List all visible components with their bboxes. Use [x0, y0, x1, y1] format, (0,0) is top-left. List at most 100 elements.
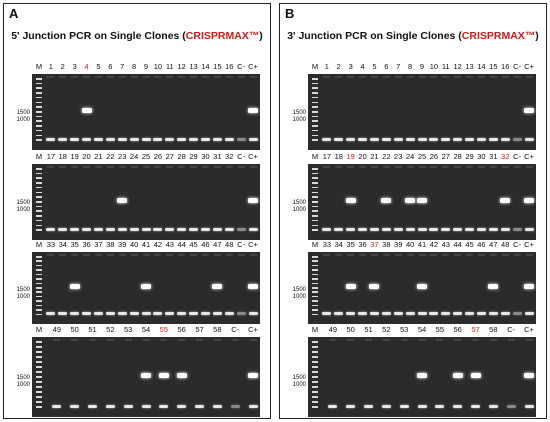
lane-label: 34: [334, 240, 343, 249]
primer-band: [224, 228, 234, 231]
product-band: [345, 198, 356, 204]
primer-band: [500, 138, 510, 141]
gel-image: [308, 252, 536, 324]
primer-band: [417, 138, 427, 141]
gel-well: [53, 339, 61, 341]
primer-band: [524, 228, 534, 231]
primer-band: [46, 228, 56, 231]
product-band: [417, 373, 427, 378]
gel-well: [359, 166, 367, 168]
gel-well: [106, 76, 114, 78]
gel-well: [501, 166, 509, 168]
primer-band: [153, 228, 163, 231]
lane-label: 27: [165, 152, 174, 161]
primer-band: [200, 138, 210, 141]
gel-well: [249, 76, 257, 78]
primer-band: [328, 405, 338, 408]
gel-well: [466, 166, 474, 168]
primer-band: [358, 228, 368, 231]
product-band: [345, 284, 356, 290]
lane-label: 25: [417, 152, 427, 161]
lane-label: C-: [513, 152, 522, 161]
primer-band: [212, 228, 222, 231]
ladder-size-label: 1000: [292, 117, 306, 124]
lane-label: C-: [507, 325, 516, 334]
gel-well: [370, 76, 378, 78]
lane-label: 40: [405, 240, 415, 249]
lane-label: M: [35, 240, 43, 249]
primer-band: [117, 138, 127, 141]
lane-label: 31: [489, 152, 498, 161]
primer-band: [212, 405, 222, 408]
lane-label: 22: [106, 152, 115, 161]
lane-label: 5: [372, 62, 377, 71]
title-suffix: ): [259, 30, 263, 42]
primer-band: [58, 312, 68, 315]
lane-label: 32: [225, 152, 234, 161]
gel-well: [142, 339, 150, 341]
product-band: [417, 284, 427, 290]
product-band: [381, 198, 392, 204]
lane-label: C-: [231, 325, 240, 334]
primer-band: [429, 312, 439, 315]
primer-band: [358, 312, 368, 315]
lane-label: 3: [348, 62, 353, 71]
gel-well: [400, 339, 408, 341]
product-band: [524, 108, 534, 114]
ladder-size-label: 1000: [16, 207, 30, 214]
gel-well: [142, 254, 150, 256]
lane-label: 27: [441, 152, 450, 161]
gel-well: [237, 254, 245, 256]
gel-well: [513, 254, 521, 256]
primer-band: [70, 405, 80, 408]
lane-label: C-: [513, 240, 522, 249]
ladder-size-label: 1500: [16, 200, 30, 207]
lane-label: 55: [435, 325, 444, 334]
primer-band: [105, 138, 115, 141]
primer-band: [369, 138, 379, 141]
primer-band: [129, 312, 139, 315]
lane-label: 2: [336, 62, 341, 71]
primer-band: [236, 312, 246, 315]
lane-label: 49: [52, 325, 61, 334]
gel-well: [71, 339, 79, 341]
lane-label: 6: [108, 62, 113, 71]
primer-band: [165, 228, 175, 231]
product-band: [212, 284, 223, 290]
gel-well: [489, 254, 497, 256]
primer-band: [393, 138, 403, 141]
primer-band: [159, 405, 169, 408]
primer-band: [141, 138, 151, 141]
lane-label: C+: [524, 152, 534, 161]
primer-band: [105, 312, 115, 315]
ladder-lane: [36, 168, 42, 236]
gel-well: [106, 339, 114, 341]
panel-title: 3' Junction PCR on Single Clones (CRISPR…: [280, 30, 546, 42]
lane-labels: M 17 18 19 20 21 22 23 24 25 26 27 28 29 30 31 32 C- C+: [32, 152, 260, 163]
lane-label: 35: [70, 240, 79, 249]
primer-band: [93, 312, 103, 315]
lane-label: 36: [82, 240, 91, 249]
primer-band: [189, 138, 199, 141]
lane-label: M: [311, 152, 319, 161]
primer-band: [369, 312, 379, 315]
lane-label: 51: [364, 325, 373, 334]
gel-well: [394, 76, 402, 78]
title-prefix: 3' Junction PCR on Single Clones (: [287, 30, 462, 42]
primer-band: [524, 405, 534, 408]
gel-well: [436, 339, 444, 341]
lane-label: 40: [129, 240, 139, 249]
gel-well: [347, 76, 355, 78]
lane-label: M: [311, 62, 319, 71]
gel-well: [201, 76, 209, 78]
gel-well: [501, 76, 509, 78]
gel-well: [130, 254, 138, 256]
gel-well: [382, 339, 390, 341]
lane-label: 36: [358, 240, 367, 249]
ladder-size-label: 1500: [16, 375, 30, 382]
primer-band: [165, 138, 175, 141]
primer-band: [177, 405, 187, 408]
primer-band: [230, 405, 240, 408]
lane-label: 48: [501, 240, 510, 249]
lane-label: 13: [189, 62, 198, 71]
